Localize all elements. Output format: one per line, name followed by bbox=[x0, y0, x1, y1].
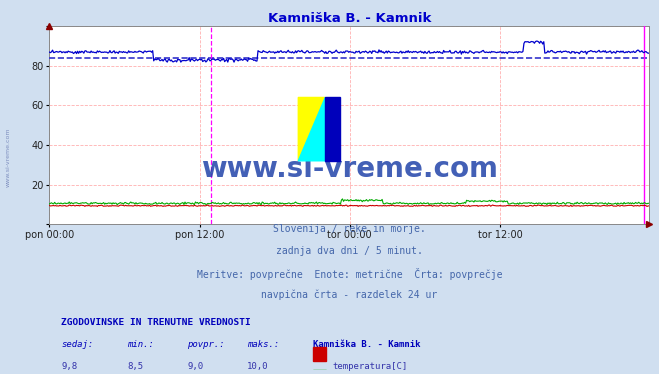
Text: navpična črta - razdelek 24 ur: navpična črta - razdelek 24 ur bbox=[261, 290, 438, 300]
Text: ZGODOVINSKE IN TRENUTNE VREDNOSTI: ZGODOVINSKE IN TRENUTNE VREDNOSTI bbox=[61, 318, 251, 327]
Text: Meritve: povprečne  Enote: metrične  Črta: povprečje: Meritve: povprečne Enote: metrične Črta:… bbox=[196, 268, 502, 280]
Text: 9,8: 9,8 bbox=[61, 362, 78, 371]
Bar bbox=[313, 347, 326, 362]
Text: temperatura[C]: temperatura[C] bbox=[333, 362, 408, 371]
Text: 8,5: 8,5 bbox=[127, 362, 144, 371]
Bar bbox=[313, 370, 326, 374]
Polygon shape bbox=[299, 98, 326, 161]
Text: 9,0: 9,0 bbox=[187, 362, 204, 371]
Text: maks.:: maks.: bbox=[247, 340, 279, 349]
Text: Kamniška B. - Kamnik: Kamniška B. - Kamnik bbox=[313, 340, 421, 349]
Text: min.:: min.: bbox=[127, 340, 154, 349]
Text: Slovenija / reke in morje.: Slovenija / reke in morje. bbox=[273, 224, 426, 234]
Polygon shape bbox=[299, 98, 326, 161]
Title: Kamniška B. - Kamnik: Kamniška B. - Kamnik bbox=[268, 12, 431, 25]
Text: www.si-vreme.com: www.si-vreme.com bbox=[5, 127, 11, 187]
Bar bbox=[326, 98, 340, 161]
Text: povpr.:: povpr.: bbox=[187, 340, 225, 349]
Text: sedaj:: sedaj: bbox=[61, 340, 94, 349]
Text: 10,0: 10,0 bbox=[247, 362, 269, 371]
Text: zadnja dva dni / 5 minut.: zadnja dva dni / 5 minut. bbox=[276, 246, 422, 256]
Text: www.si-vreme.com: www.si-vreme.com bbox=[201, 155, 498, 183]
